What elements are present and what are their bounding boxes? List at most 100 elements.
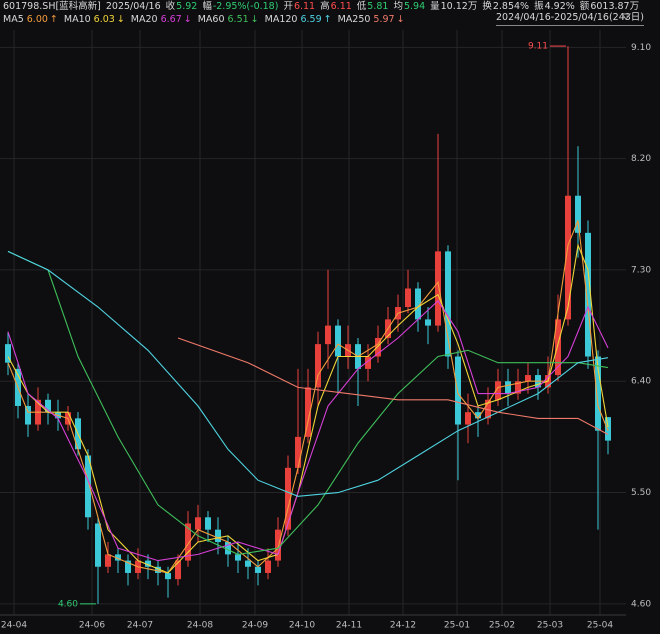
x-tick-label: 24-06 [79, 621, 105, 631]
header-item: 2.854% [492, 1, 530, 12]
legend-trend: ↑ [49, 14, 58, 25]
header-item: 6.11 [330, 1, 352, 12]
candle-body [295, 436, 301, 468]
dropdown-icon[interactable] [620, 13, 632, 20]
candle-body [515, 381, 521, 394]
candle-body [215, 529, 221, 543]
x-tick-label: 24-09 [242, 621, 268, 631]
legend-trend: ↓ [116, 14, 125, 25]
legend-value: 6.67 [160, 14, 182, 25]
legend-value: 6.00 [26, 14, 48, 25]
legend-name: MA10 [63, 14, 91, 25]
x-tick-label: 24-11 [336, 621, 362, 631]
y-tick-label: 7.30 [631, 265, 651, 275]
candle-body [605, 417, 611, 441]
candle-body [245, 560, 251, 567]
candle-body [105, 554, 111, 567]
candle-body [265, 560, 271, 573]
y-tick-label: 4.60 [631, 599, 651, 609]
x-tick-label: 25-01 [444, 621, 470, 631]
moving-average-line [7, 243, 609, 574]
legend-value: 6.51 [227, 14, 249, 25]
legend-trend: ↑ [323, 14, 332, 25]
candle-body [365, 356, 371, 369]
candle-body [465, 412, 471, 425]
candle-body [165, 572, 171, 580]
candle-body [555, 319, 561, 376]
legend-name: MA250 [337, 14, 371, 25]
x-tick-label: 25-04 [587, 621, 613, 631]
candle-body [275, 529, 281, 561]
candle-body [525, 375, 531, 382]
annotation-label: 4.60 [58, 599, 78, 609]
candle-body [305, 387, 311, 437]
x-tick-label: 24-07 [127, 621, 153, 631]
candle-body [595, 356, 601, 431]
header-item: -2.95%(-0.18) [212, 1, 279, 12]
header-item: 振 [534, 1, 544, 12]
moving-average-line [7, 250, 609, 555]
candle-body [415, 288, 421, 320]
moving-average-line [7, 220, 609, 574]
header-item: 2025/04/16 [105, 1, 161, 12]
header-item: 开 [283, 1, 293, 12]
candle-body [375, 337, 381, 357]
candle-body [425, 319, 431, 326]
x-tick-label: 24-10 [289, 621, 315, 631]
header-item: 6013.87万 [590, 1, 640, 12]
annotation-label: 9.11 [528, 42, 548, 52]
header-item: 均 [393, 1, 403, 12]
candle-body [585, 232, 591, 357]
candle-body [495, 381, 501, 400]
date-range[interactable]: 2024/04/16-2025/04/16(243日) [496, 11, 644, 26]
candle-body [435, 251, 441, 326]
x-tick-label: 25-03 [537, 621, 563, 631]
y-tick-label: 5.50 [631, 488, 651, 498]
candle-body [405, 288, 411, 308]
legend-name: MA120 [264, 14, 298, 25]
candle-body [485, 399, 491, 419]
x-tick-label: 24-04 [1, 621, 27, 631]
candle-body [185, 523, 191, 561]
candle-body [195, 517, 201, 530]
header-item: 6.11 [293, 1, 316, 12]
candle-body [255, 566, 261, 573]
plot-area [0, 30, 626, 615]
header-item: 低 [356, 1, 367, 12]
candle-body [565, 195, 571, 320]
y-tick-label: 8.20 [631, 154, 651, 164]
candle-body [125, 560, 131, 573]
x-tick-label: 25-02 [489, 621, 515, 631]
y-tick-label: 6.40 [631, 377, 651, 387]
candle-body [235, 554, 241, 561]
candle-body [285, 467, 291, 530]
candle-body [575, 195, 581, 233]
legend: MA5 6.00 ↑ MA10 6.03 ↓ MA20 6.67 ↓ MA60 6.51 ↓ MA120… [3, 13, 411, 27]
candle-body [115, 554, 121, 561]
candle-body [175, 560, 181, 580]
candle-body [85, 455, 91, 518]
candle-body [95, 523, 101, 567]
moving-average-line [177, 337, 609, 435]
x-tick-label: 24-12 [390, 621, 416, 631]
legend-name: MA60 [197, 14, 225, 25]
header-item: 幅 [202, 1, 212, 12]
x-tick-label: 24-08 [187, 621, 213, 631]
header: 601798.SH[蓝科高新] 2025/04/16 收5.92 幅-2.95%(-0… [3, 0, 644, 14]
candle-body [205, 517, 211, 530]
candle-body [315, 344, 321, 388]
candle-body [45, 399, 51, 413]
header-item: 5.94 [403, 1, 426, 12]
moving-average-line [7, 250, 609, 497]
candle-body [5, 344, 11, 363]
header-item: 5.92 [176, 1, 198, 12]
header-item: 4.92% [544, 1, 575, 12]
candle-body [25, 405, 31, 425]
candle-body [505, 381, 511, 394]
header-item: 额 [579, 1, 590, 12]
candle-body [225, 542, 231, 555]
legend-name: MA20 [130, 14, 158, 25]
candle-body [155, 566, 161, 573]
